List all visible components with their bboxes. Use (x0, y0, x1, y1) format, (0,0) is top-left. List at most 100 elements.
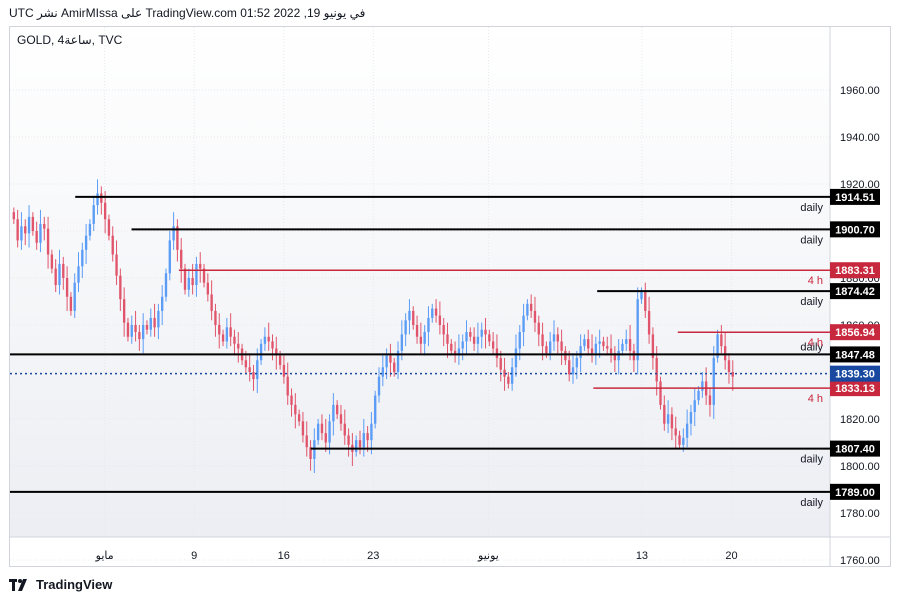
y-tick-label: 1940.00 (840, 132, 880, 144)
candle-body (381, 367, 384, 377)
candle (46, 216, 50, 269)
level-timeframe-label: 4 h (808, 393, 823, 405)
tradingview-logo[interactable]: TradingView (9, 577, 112, 592)
candle-body (244, 360, 248, 368)
candle-body (587, 339, 590, 349)
candle (225, 317, 229, 349)
candle (678, 430, 681, 450)
candle-body (446, 334, 449, 344)
candle (602, 336, 605, 351)
candle (571, 353, 575, 384)
candle (141, 313, 145, 354)
candle-body (442, 325, 445, 335)
candle (716, 329, 719, 363)
candle (389, 343, 392, 377)
candle (103, 191, 107, 234)
candle-body (663, 404, 666, 424)
candle (685, 409, 689, 448)
candle-body (134, 325, 137, 333)
candle-body (316, 423, 320, 441)
level-price-tag-text: 1833.13 (835, 383, 875, 395)
candle-body (533, 310, 537, 323)
candle-body (549, 341, 552, 354)
candle (461, 334, 464, 361)
candle (465, 320, 468, 356)
candle (362, 419, 365, 457)
candle-body (450, 343, 453, 351)
candle (720, 325, 723, 354)
candle-body (689, 411, 693, 424)
candle-body (100, 193, 103, 203)
candle-body (130, 325, 133, 337)
candle-body (271, 341, 274, 349)
candle (560, 329, 563, 365)
candle-body (431, 308, 434, 318)
candle (529, 294, 533, 318)
candle (126, 317, 130, 342)
candle (286, 362, 289, 405)
candle (419, 322, 423, 354)
x-tick-label: 13 (636, 550, 648, 562)
candle (332, 393, 335, 436)
candle-body (309, 447, 312, 459)
candle-body (233, 336, 236, 344)
candle-body (328, 421, 331, 443)
candle (404, 313, 407, 347)
candle (617, 339, 620, 375)
candle-body (556, 334, 559, 342)
candle (598, 329, 601, 358)
candle-body (377, 376, 381, 396)
candle (579, 334, 582, 372)
candle-body (103, 202, 107, 220)
candle-body (598, 341, 601, 344)
candle (168, 231, 171, 281)
candle-body (187, 278, 190, 290)
candle-body (575, 357, 578, 368)
candle-body (149, 317, 152, 330)
candle (335, 400, 339, 419)
candle (434, 299, 438, 323)
level-timeframe-label: 4 h (808, 337, 823, 349)
candle (84, 223, 88, 264)
level-price-tag (830, 483, 880, 500)
candle (43, 216, 46, 241)
candle (195, 256, 198, 297)
candle-body (590, 348, 594, 354)
level-timeframe-label: daily (800, 234, 823, 246)
candle (282, 355, 286, 384)
candle (65, 266, 69, 311)
candle (491, 332, 495, 356)
candle (119, 268, 122, 311)
candle-body (286, 376, 289, 396)
candle-body (708, 395, 712, 405)
candle (438, 301, 442, 335)
candle (503, 357, 506, 391)
candle-body (370, 423, 373, 441)
candle (499, 350, 502, 382)
candle (256, 348, 259, 394)
candle (727, 353, 731, 384)
candle (35, 221, 38, 250)
x-tick-label: يونيو (477, 550, 499, 562)
candle (472, 327, 476, 351)
candle-body (389, 355, 392, 363)
chart-panel[interactable]: 1760.001780.001800.001820.001840.001860.… (9, 26, 891, 567)
candle (248, 353, 251, 382)
candle-body (225, 327, 229, 342)
candle-body (358, 440, 362, 448)
candle-body (617, 350, 620, 361)
candle-body (362, 433, 365, 448)
candle (180, 238, 183, 283)
candle (100, 186, 103, 215)
candle-body (712, 357, 715, 405)
candle (568, 350, 571, 382)
candle-body (659, 381, 662, 405)
candle (347, 428, 350, 457)
candlestick-chart[interactable]: 1760.001780.001800.001820.001840.001860.… (10, 27, 890, 566)
candle (697, 386, 700, 405)
candle-body (81, 249, 84, 267)
candle-body (294, 404, 297, 415)
candle (453, 341, 457, 363)
candle-body (640, 292, 643, 300)
candle-body (119, 275, 122, 300)
